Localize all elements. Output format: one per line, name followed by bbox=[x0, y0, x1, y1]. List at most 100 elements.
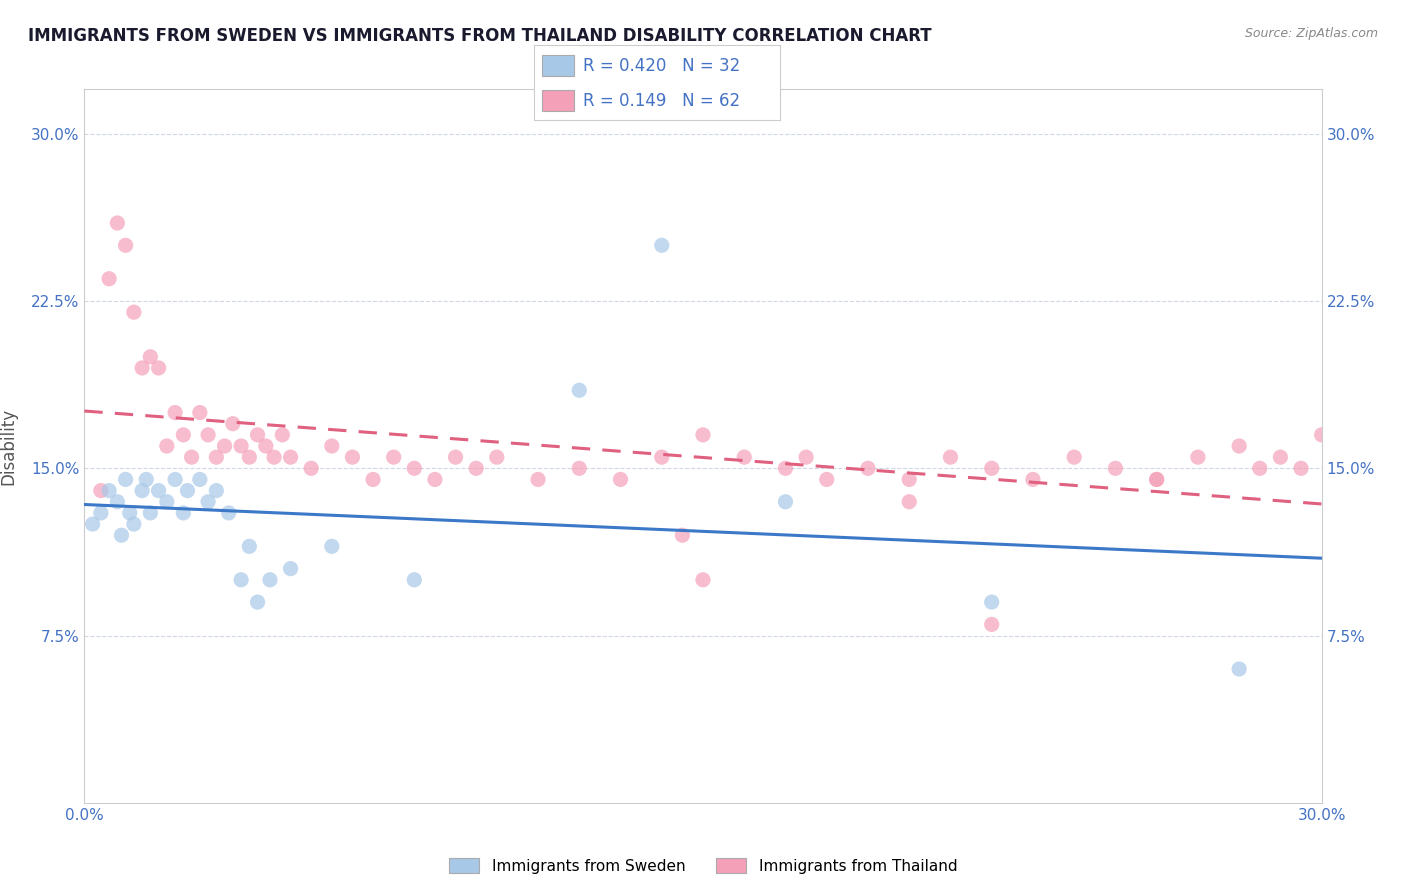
Point bbox=[156, 494, 179, 508]
Point bbox=[114, 473, 136, 487]
Text: R = 0.149   N = 62: R = 0.149 N = 62 bbox=[583, 92, 741, 110]
Point bbox=[444, 450, 467, 464]
Point bbox=[465, 461, 488, 475]
Point bbox=[118, 506, 141, 520]
Point bbox=[156, 439, 179, 453]
Point bbox=[568, 384, 591, 398]
Point bbox=[105, 216, 128, 230]
Point bbox=[122, 305, 145, 319]
Point bbox=[131, 483, 153, 498]
Point bbox=[246, 427, 269, 442]
Point bbox=[1146, 473, 1168, 487]
Point bbox=[1022, 473, 1045, 487]
Point bbox=[775, 461, 797, 475]
Point bbox=[82, 516, 104, 531]
Point bbox=[238, 450, 260, 464]
Point bbox=[148, 483, 170, 498]
Point bbox=[188, 473, 211, 487]
Bar bbox=[541, 90, 574, 112]
Point bbox=[229, 439, 252, 453]
Point bbox=[218, 506, 240, 520]
Point bbox=[980, 595, 1002, 609]
Text: IMMIGRANTS FROM SWEDEN VS IMMIGRANTS FROM THAILAND DISABILITY CORRELATION CHART: IMMIGRANTS FROM SWEDEN VS IMMIGRANTS FRO… bbox=[28, 27, 932, 45]
Text: Source: ZipAtlas.com: Source: ZipAtlas.com bbox=[1244, 27, 1378, 40]
Point bbox=[263, 450, 285, 464]
Point bbox=[259, 573, 281, 587]
Point bbox=[733, 450, 755, 464]
Point bbox=[651, 450, 673, 464]
Point bbox=[246, 595, 269, 609]
Point bbox=[139, 350, 162, 364]
Point bbox=[280, 562, 302, 576]
Point bbox=[1270, 450, 1292, 464]
Point bbox=[135, 473, 157, 487]
Point bbox=[382, 450, 405, 464]
Point bbox=[176, 483, 198, 498]
Point bbox=[485, 450, 508, 464]
Point bbox=[609, 473, 631, 487]
Point bbox=[1289, 461, 1312, 475]
Point bbox=[90, 483, 112, 498]
Point bbox=[1249, 461, 1271, 475]
Point bbox=[898, 494, 921, 508]
Point bbox=[671, 528, 693, 542]
Point bbox=[280, 450, 302, 464]
Point bbox=[299, 461, 322, 475]
Point bbox=[214, 439, 236, 453]
Point bbox=[321, 439, 343, 453]
Point bbox=[105, 494, 128, 508]
Point bbox=[197, 427, 219, 442]
Point bbox=[229, 573, 252, 587]
Point bbox=[651, 238, 673, 252]
Point bbox=[197, 494, 219, 508]
Point bbox=[404, 573, 426, 587]
Point bbox=[172, 506, 194, 520]
Point bbox=[188, 405, 211, 419]
Point bbox=[254, 439, 277, 453]
Point bbox=[148, 360, 170, 375]
Legend: Immigrants from Sweden, Immigrants from Thailand: Immigrants from Sweden, Immigrants from … bbox=[443, 852, 963, 880]
Point bbox=[90, 506, 112, 520]
Point bbox=[815, 473, 838, 487]
Point bbox=[165, 473, 187, 487]
Bar bbox=[541, 55, 574, 77]
Point bbox=[794, 450, 817, 464]
Point bbox=[1187, 450, 1209, 464]
Point bbox=[271, 427, 294, 442]
Point bbox=[139, 506, 162, 520]
Point bbox=[1310, 427, 1333, 442]
Point bbox=[110, 528, 132, 542]
Point bbox=[131, 360, 153, 375]
Point bbox=[775, 494, 797, 508]
Point bbox=[238, 539, 260, 553]
Point bbox=[1063, 450, 1085, 464]
Point bbox=[1227, 439, 1250, 453]
Point bbox=[205, 483, 228, 498]
Point bbox=[180, 450, 202, 464]
Y-axis label: Disability: Disability bbox=[0, 408, 17, 484]
Point bbox=[980, 461, 1002, 475]
Point bbox=[980, 617, 1002, 632]
Point bbox=[1227, 662, 1250, 676]
Point bbox=[98, 271, 121, 285]
Point bbox=[423, 473, 446, 487]
Point bbox=[898, 473, 921, 487]
Point bbox=[856, 461, 879, 475]
Point bbox=[222, 417, 245, 431]
Point bbox=[122, 516, 145, 531]
Point bbox=[361, 473, 384, 487]
Point bbox=[1146, 473, 1168, 487]
Point bbox=[568, 461, 591, 475]
Point bbox=[165, 405, 187, 419]
Point bbox=[114, 238, 136, 252]
Point bbox=[321, 539, 343, 553]
Point bbox=[342, 450, 364, 464]
Point bbox=[939, 450, 962, 464]
Point bbox=[527, 473, 550, 487]
Point bbox=[98, 483, 121, 498]
Point bbox=[692, 573, 714, 587]
Point bbox=[692, 427, 714, 442]
Point bbox=[205, 450, 228, 464]
Text: R = 0.420   N = 32: R = 0.420 N = 32 bbox=[583, 57, 741, 75]
Point bbox=[1104, 461, 1126, 475]
